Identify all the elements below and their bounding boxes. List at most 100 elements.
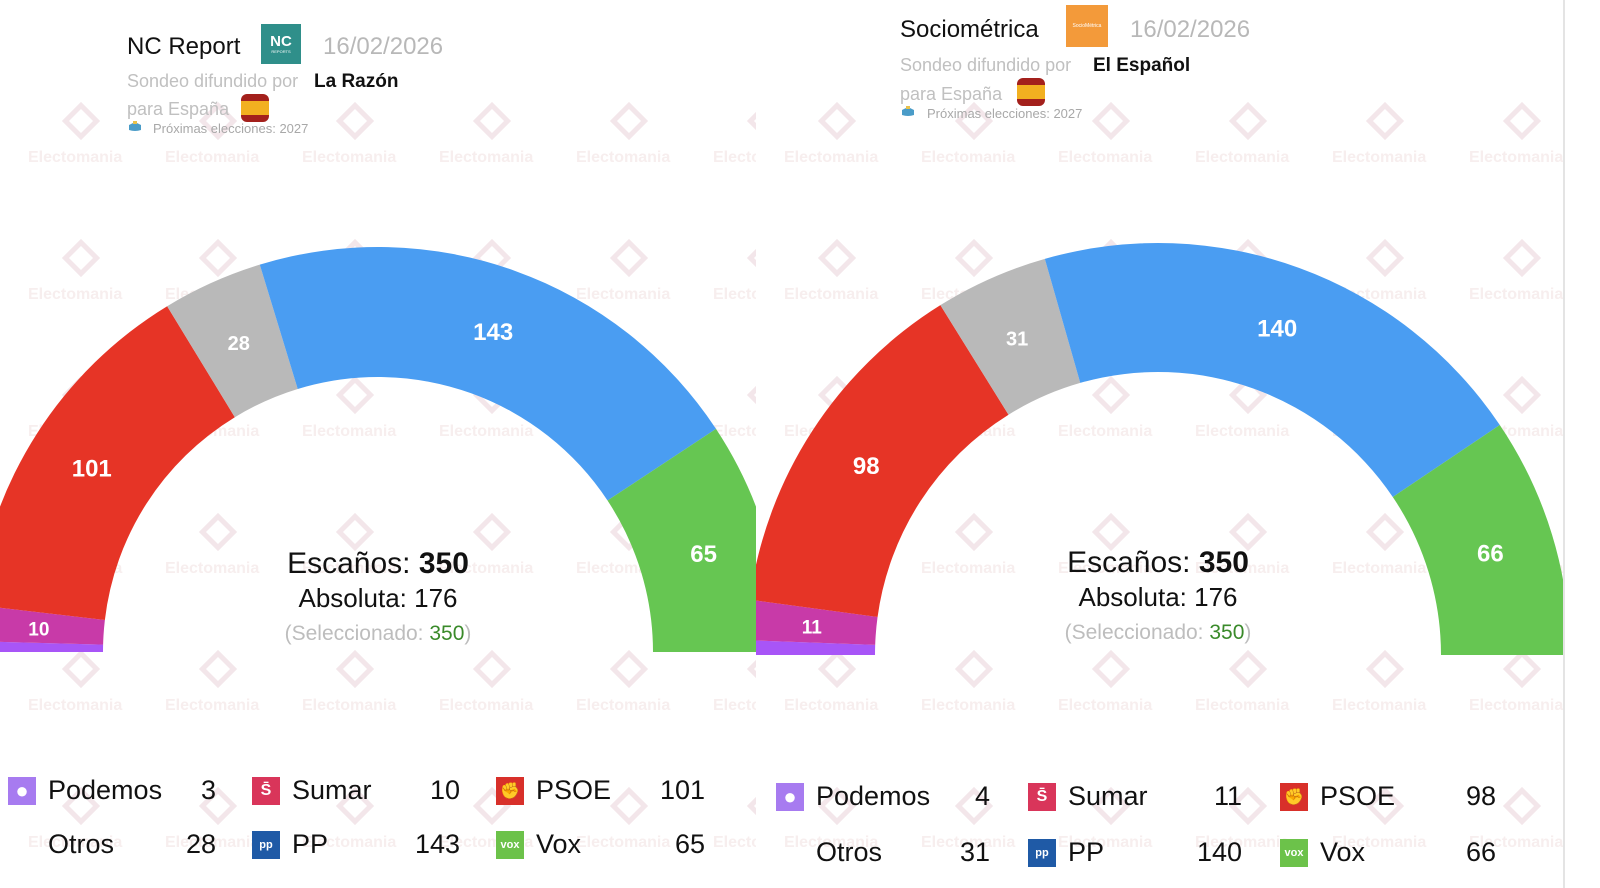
legend-party-name: Sumar bbox=[1068, 781, 1148, 811]
segment-psoe[interactable] bbox=[756, 305, 1009, 618]
legend-seat-count: 11 bbox=[1213, 781, 1242, 811]
logo-text: SocioMétrica bbox=[1072, 23, 1102, 29]
pollster-name: NC Report bbox=[127, 33, 241, 60]
legend-seat-count: 65 bbox=[674, 829, 705, 859]
segment-podemos[interactable] bbox=[0, 641, 104, 652]
legend-party-name: Podemos bbox=[816, 781, 931, 811]
legend-item-pp[interactable]: pp PP bbox=[252, 829, 328, 860]
chart-center-summary: Escaños: 350 Absoluta: 176 (Seleccionado… bbox=[228, 547, 528, 646]
segment-label: 31 bbox=[1006, 328, 1028, 350]
legend-party-name: Sumar bbox=[292, 775, 372, 805]
legend-party-name: Otros bbox=[48, 829, 115, 859]
legend-party-name: Vox bbox=[1320, 837, 1366, 867]
seats-label: Escaños: bbox=[1067, 546, 1191, 579]
segment-podemos[interactable] bbox=[756, 640, 876, 655]
selected-prefix: (Seleccionado: bbox=[1064, 621, 1210, 644]
pp-logo-icon: pp bbox=[1028, 838, 1056, 867]
legend-party-name: Otros bbox=[816, 837, 883, 867]
legend-party-name: PP bbox=[1068, 837, 1105, 867]
legend-item-psoe[interactable]: ✊ PSOE bbox=[496, 775, 611, 806]
psoe-logo-icon: ✊ bbox=[1280, 782, 1308, 811]
legend-seat-count: 66 bbox=[1465, 837, 1496, 867]
segment-label: 140 bbox=[1257, 316, 1297, 343]
legend-seat-count: 31 bbox=[959, 837, 990, 867]
seats-label: Escaños: bbox=[287, 547, 411, 580]
segment-pp[interactable] bbox=[259, 246, 717, 501]
pp-logo-icon: pp bbox=[252, 830, 280, 859]
legend-seat-count: 3 bbox=[200, 775, 216, 805]
media-name: El Español bbox=[1093, 55, 1191, 76]
vox-logo-icon: vox bbox=[496, 830, 524, 859]
sumar-logo-icon: S̄ bbox=[252, 776, 280, 805]
selected-seats: (Seleccionado: 350) bbox=[1008, 621, 1308, 645]
legend-item-otros[interactable]: Otros bbox=[776, 837, 882, 868]
legend-item-pp[interactable]: pp PP bbox=[1028, 837, 1104, 868]
legend-party-name: Podemos bbox=[48, 775, 163, 805]
legend-item-sumar[interactable]: S̄ Sumar bbox=[1028, 781, 1148, 812]
next-elections: Próximas elecciones: 2027 bbox=[153, 121, 309, 136]
legend-party-name: PP bbox=[292, 829, 329, 859]
legend-item-vox[interactable]: vox Vox bbox=[496, 829, 581, 860]
legend-item-podemos[interactable]: ● Podemos bbox=[776, 781, 930, 812]
legend-party-name: PSOE bbox=[1320, 781, 1396, 811]
pollster-name: Sociométrica bbox=[900, 16, 1039, 43]
spain-flag-icon bbox=[241, 94, 269, 122]
seats-total: 350 bbox=[418, 547, 469, 580]
pollster-logo-icon: NC REPORTS bbox=[261, 24, 301, 64]
logo-subtext: REPORTS bbox=[271, 48, 291, 54]
legend-party-name: PSOE bbox=[536, 775, 612, 805]
sumar-logo-icon: S̄ bbox=[1028, 782, 1056, 811]
hemicycle-chart: 11 98 31 140 66 bbox=[756, 242, 1564, 655]
vox-logo-icon: vox bbox=[1280, 838, 1308, 867]
selected-value: 350 bbox=[429, 622, 465, 645]
segment-pp[interactable] bbox=[1044, 242, 1500, 497]
legend-seat-count: 28 bbox=[185, 829, 216, 859]
seats-total: 350 bbox=[1198, 546, 1249, 579]
legend-item-psoe[interactable]: ✊ PSOE bbox=[1280, 781, 1395, 812]
hemicycle-chart: 10 101 28 143 65 bbox=[0, 246, 756, 652]
segment-otros[interactable] bbox=[940, 258, 1081, 415]
legend-seat-count: 143 bbox=[414, 829, 460, 859]
segment-otros[interactable] bbox=[167, 264, 298, 418]
segment-label: 65 bbox=[690, 541, 717, 568]
segment-psoe[interactable] bbox=[0, 306, 235, 620]
poll-date: 16/02/2026 bbox=[1130, 16, 1251, 43]
sub-prefix: Sondeo difundido por bbox=[900, 55, 1072, 75]
spain-flag-icon bbox=[1017, 78, 1045, 106]
segment-label: 28 bbox=[228, 333, 250, 355]
segment-label: 143 bbox=[473, 319, 513, 346]
segment-label: 10 bbox=[28, 620, 49, 641]
legend-seat-count: 140 bbox=[1196, 837, 1242, 867]
otros-logo-icon bbox=[8, 831, 36, 859]
legend-item-sumar[interactable]: S̄ Sumar bbox=[252, 775, 372, 806]
podemos-logo-icon: ● bbox=[776, 782, 804, 811]
region-prefix: para España bbox=[127, 99, 230, 119]
legend-party-name: Vox bbox=[536, 829, 582, 859]
absolute-majority: Absoluta: 176 bbox=[1078, 582, 1238, 612]
segment-vox[interactable] bbox=[607, 428, 756, 652]
otros-logo-icon bbox=[776, 839, 804, 867]
poll-date: 16/02/2026 bbox=[323, 33, 444, 60]
panel-divider bbox=[1563, 0, 1565, 888]
legend-item-podemos[interactable]: ● Podemos bbox=[8, 775, 162, 806]
poll-panel-nc-report: Electomania Electomania Electomania Electom… bbox=[0, 0, 756, 888]
segment-label: 11 bbox=[802, 617, 823, 638]
selected-suffix: ) bbox=[1244, 621, 1252, 644]
region-prefix: para España bbox=[900, 84, 1003, 104]
segment-label: 66 bbox=[1477, 541, 1504, 568]
legend-seat-count: 101 bbox=[659, 775, 705, 805]
segment-vox[interactable] bbox=[1392, 424, 1564, 655]
legend-seat-count: 98 bbox=[1465, 781, 1496, 811]
ballot-box-icon bbox=[129, 121, 141, 131]
logo-text: NC bbox=[270, 32, 292, 50]
legend-item-vox[interactable]: vox Vox bbox=[1280, 837, 1365, 868]
sub-prefix: Sondeo difundido por bbox=[127, 71, 299, 91]
chart-center-summary: Escaños: 350 Absoluta: 176 (Seleccionado… bbox=[1008, 546, 1308, 645]
ballot-box-icon bbox=[902, 106, 914, 116]
legend-item-otros[interactable]: Otros bbox=[8, 829, 114, 860]
segment-sumar[interactable] bbox=[0, 605, 105, 645]
selected-suffix: ) bbox=[464, 622, 472, 645]
segment-label: 98 bbox=[853, 453, 880, 480]
podemos-logo-icon: ● bbox=[8, 776, 36, 805]
segment-sumar[interactable] bbox=[756, 600, 878, 645]
